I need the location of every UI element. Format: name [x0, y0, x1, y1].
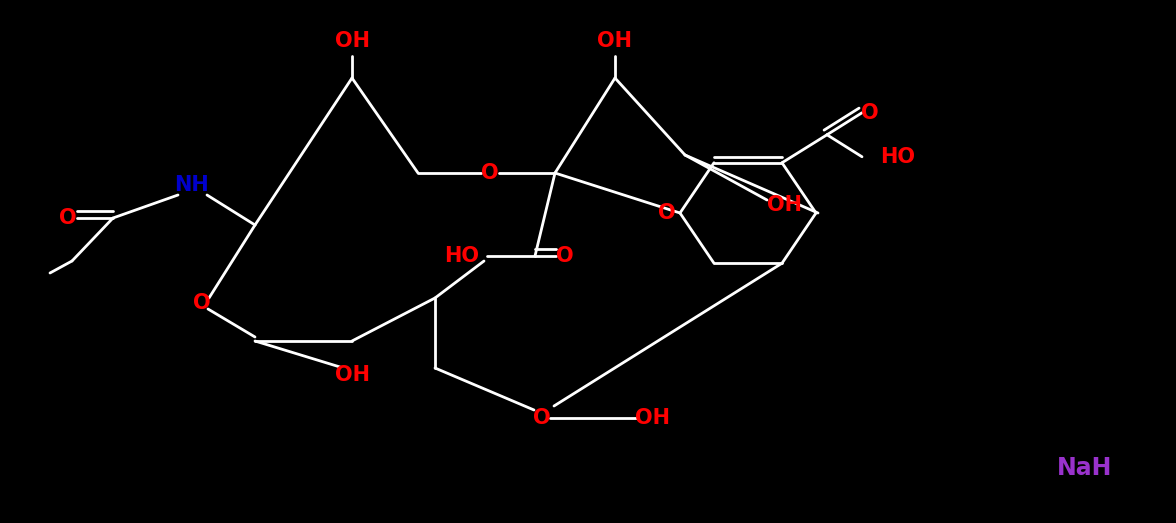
- Text: O: O: [193, 293, 211, 313]
- Text: HO: HO: [445, 246, 480, 266]
- Text: OH: OH: [768, 195, 802, 215]
- Text: HO: HO: [880, 147, 915, 167]
- Text: O: O: [556, 246, 574, 266]
- Text: OH: OH: [334, 31, 369, 51]
- Text: NH: NH: [174, 175, 209, 195]
- Text: O: O: [861, 103, 878, 123]
- Text: O: O: [59, 208, 76, 228]
- Text: O: O: [533, 408, 550, 428]
- Text: O: O: [481, 163, 499, 183]
- Text: OH: OH: [334, 365, 369, 385]
- Text: NaH: NaH: [1057, 456, 1112, 480]
- Text: OH: OH: [597, 31, 633, 51]
- Text: O: O: [659, 203, 676, 223]
- Text: OH: OH: [635, 408, 669, 428]
